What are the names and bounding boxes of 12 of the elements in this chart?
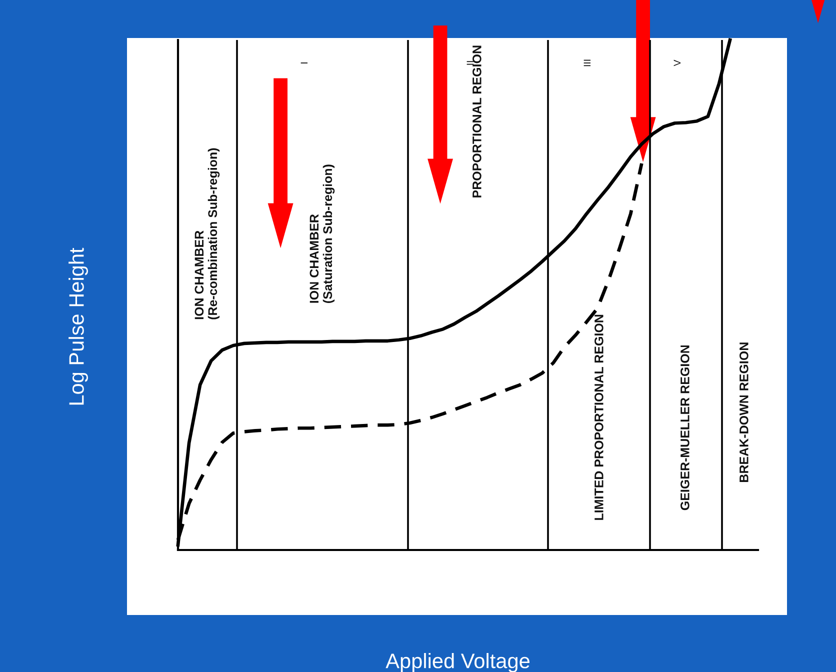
annotation: II [466, 61, 474, 65]
annotation: V [674, 60, 681, 66]
y-axis-title: Log Pulse Height [68, 248, 88, 405]
annotation: I [300, 62, 308, 64]
annotation: LIMITED PROPORTIONAL REGION [594, 314, 604, 520]
annotation: ION CHAMBER (Saturation Sub-region) [310, 164, 335, 303]
annotation: III [584, 60, 591, 66]
text: BREAK-DOWN REGION [740, 342, 748, 482]
annotation: ION CHAMBER (Re-combination Sub-region) [194, 148, 220, 320]
annotation: PROPORTIONAL REGION [472, 46, 482, 198]
x-axis-title: Applied Voltage [386, 653, 530, 672]
annotation: GEIGER-MUELLER REGION [680, 345, 690, 510]
